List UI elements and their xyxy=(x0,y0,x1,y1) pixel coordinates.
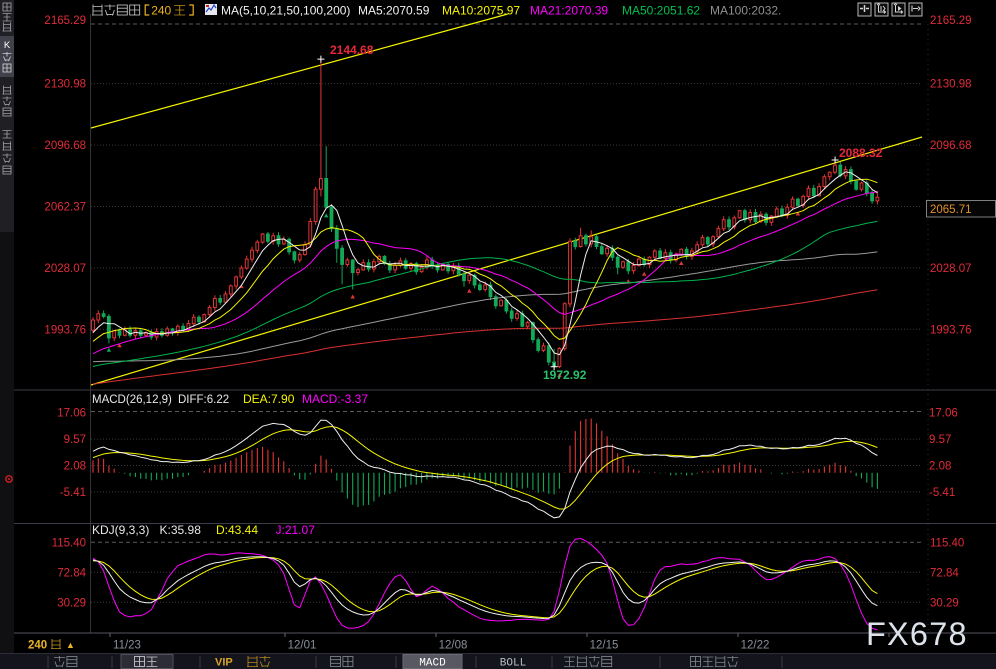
svg-text:2028.07: 2028.07 xyxy=(930,263,972,275)
svg-text:12/15: 12/15 xyxy=(590,640,619,652)
svg-text:1993.76: 1993.76 xyxy=(930,324,972,336)
svg-text:K:35.98: K:35.98 xyxy=(160,523,202,537)
svg-text:J:21.07: J:21.07 xyxy=(276,523,316,537)
svg-text:▲: ▲ xyxy=(66,640,75,650)
svg-text:MA10:2075.97: MA10:2075.97 xyxy=(442,4,520,18)
svg-text:D:43.44: D:43.44 xyxy=(216,523,258,537)
svg-text:9.57: 9.57 xyxy=(929,434,951,446)
svg-text:DIFF:6.22: DIFF:6.22 xyxy=(178,394,229,406)
svg-text:2.08: 2.08 xyxy=(64,461,86,473)
svg-text:2096.68: 2096.68 xyxy=(44,140,86,152)
svg-text:30.29: 30.29 xyxy=(930,597,959,609)
svg-text:1993.76: 1993.76 xyxy=(44,324,86,336)
svg-text:K: K xyxy=(4,40,11,51)
svg-text:11/23: 11/23 xyxy=(113,640,141,652)
svg-text:-5.41: -5.41 xyxy=(929,487,955,499)
svg-text:240: 240 xyxy=(151,4,171,18)
svg-text:-5.41: -5.41 xyxy=(60,487,86,499)
svg-text:17.06: 17.06 xyxy=(57,408,86,420)
svg-text:12/01: 12/01 xyxy=(288,640,317,652)
svg-text:MA100:2032.: MA100:2032. xyxy=(710,4,781,18)
svg-text:MA21:2070.39: MA21:2070.39 xyxy=(530,4,608,18)
svg-text:2088.32: 2088.32 xyxy=(839,146,883,160)
svg-text:12/08: 12/08 xyxy=(439,640,468,652)
svg-text:2165.29: 2165.29 xyxy=(44,15,86,27)
svg-text:72.84: 72.84 xyxy=(930,567,959,579)
svg-text:MACD:-3.37: MACD:-3.37 xyxy=(302,392,368,406)
svg-text:2144.68: 2144.68 xyxy=(330,43,374,57)
svg-text:2065.71: 2065.71 xyxy=(930,204,972,216)
svg-text:240: 240 xyxy=(28,640,47,652)
svg-text:2062.37: 2062.37 xyxy=(44,202,86,214)
svg-text:1972.92: 1972.92 xyxy=(543,368,587,382)
svg-text:VIP: VIP xyxy=(215,657,233,669)
svg-text:2165.29: 2165.29 xyxy=(930,15,972,27)
svg-text:MA50:2051.62: MA50:2051.62 xyxy=(622,4,700,18)
svg-text:2.08: 2.08 xyxy=(929,461,951,473)
svg-text:2096.68: 2096.68 xyxy=(930,140,972,152)
svg-text:FX678: FX678 xyxy=(866,616,968,652)
svg-text:115.40: 115.40 xyxy=(52,537,86,549)
svg-text:2130.98: 2130.98 xyxy=(930,79,972,91)
svg-text:DEA:7.90: DEA:7.90 xyxy=(243,392,295,406)
svg-text:12/22: 12/22 xyxy=(741,640,770,652)
svg-text:17.06: 17.06 xyxy=(929,408,958,420)
svg-text:9.57: 9.57 xyxy=(64,434,86,446)
svg-text:2130.98: 2130.98 xyxy=(44,79,86,91)
svg-text:MA(5,10,21,50,100,200): MA(5,10,21,50,100,200) xyxy=(221,4,350,18)
svg-text:MACD(26,12,9): MACD(26,12,9) xyxy=(92,394,172,406)
svg-text:KDJ(9,3,3): KDJ(9,3,3) xyxy=(92,523,149,537)
svg-text:BOLL: BOLL xyxy=(500,658,526,669)
svg-text:30.29: 30.29 xyxy=(57,597,86,609)
svg-text:72.84: 72.84 xyxy=(57,567,86,579)
svg-text:115.40: 115.40 xyxy=(930,537,964,549)
svg-text:MACD: MACD xyxy=(419,658,446,669)
svg-text:2028.07: 2028.07 xyxy=(44,263,86,275)
svg-text:MA5:2070.59: MA5:2070.59 xyxy=(358,4,430,18)
